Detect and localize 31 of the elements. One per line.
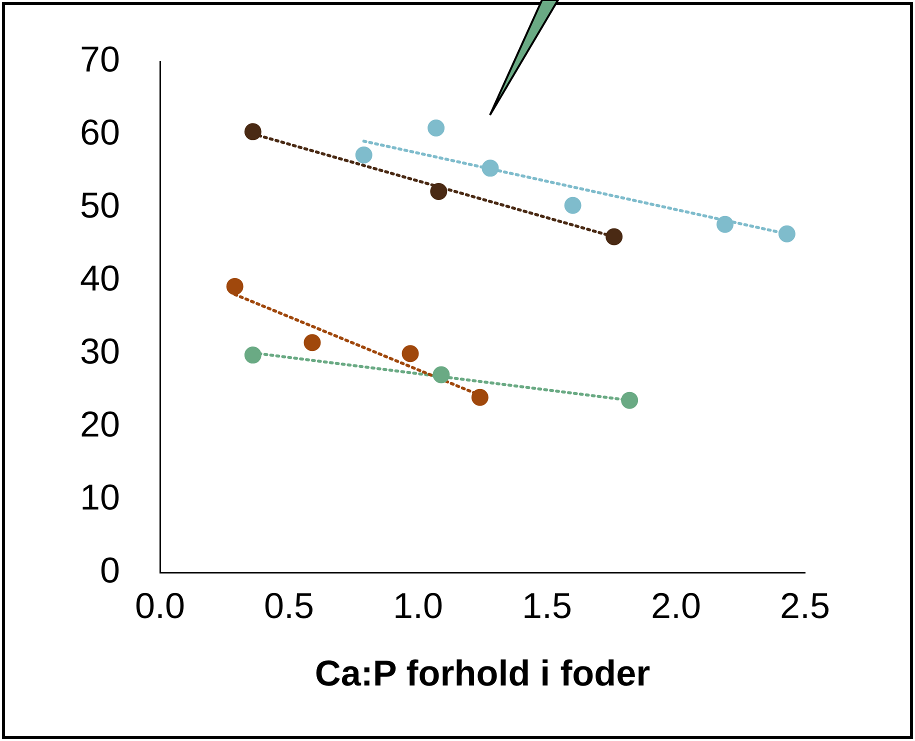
point — [564, 196, 582, 214]
x-tick-label: 1.5 — [522, 585, 572, 626]
y-tick-label: 0 — [100, 550, 120, 591]
point — [716, 216, 734, 233]
x-tick-label: 0.5 — [264, 585, 314, 626]
point — [482, 160, 499, 177]
point — [355, 146, 372, 164]
point — [778, 225, 796, 242]
x-tick-label: 1.0 — [393, 585, 444, 626]
point — [432, 366, 450, 384]
point — [244, 123, 262, 140]
point — [244, 346, 262, 364]
y-tick-label: 20 — [80, 404, 120, 445]
point — [304, 334, 321, 352]
point — [402, 345, 419, 362]
x-tick-label: 2.5 — [780, 585, 830, 626]
y-tick-label: 50 — [80, 184, 120, 226]
x-tick-label: 0.0 — [135, 585, 186, 626]
point — [606, 228, 623, 246]
point — [226, 278, 244, 295]
point — [430, 183, 448, 200]
y-tick-label: 70 — [80, 38, 120, 80]
point — [621, 392, 638, 409]
y-tick-label: 60 — [80, 112, 120, 153]
y-tick-label: 40 — [80, 258, 120, 299]
x-tick-label: 2.0 — [650, 585, 702, 626]
point — [471, 388, 488, 406]
y-tick-label: 10 — [80, 476, 120, 518]
x-axis-title: Ca:P forhold i foder — [314, 652, 650, 694]
point — [428, 120, 445, 137]
y-tick-label: 30 — [80, 330, 120, 372]
